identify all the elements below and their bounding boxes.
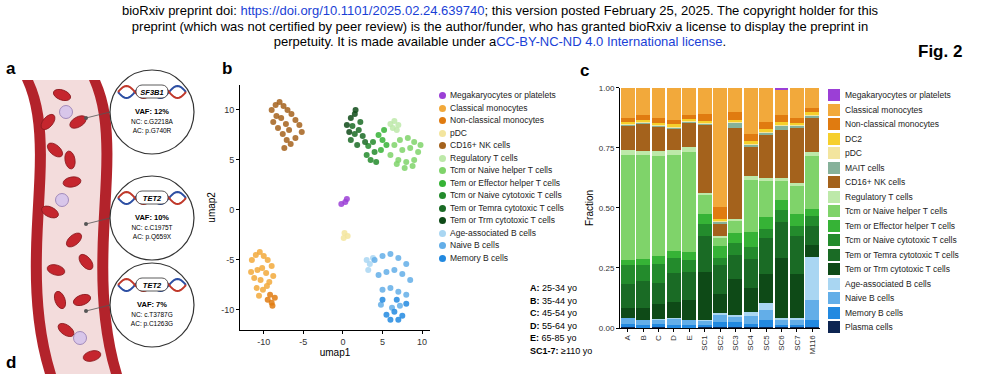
svg-text:0.50: 0.50 xyxy=(599,204,615,213)
svg-text:0.00: 0.00 xyxy=(599,324,615,333)
html-text:Tcm or Naive helper T cells: Tcm or Naive helper T cells xyxy=(845,206,948,216)
html-text:Tem or Trm cytotoxic T cells: Tem or Trm cytotoxic T cells xyxy=(450,215,555,225)
html-text:E: 65-85 yo: E: 65-85 yo xyxy=(530,333,577,343)
html-text:CD16+ NK cells: CD16+ NK cells xyxy=(450,140,511,150)
html-text:Tem or Temra cytotoxic T cells: Tem or Temra cytotoxic T cells xyxy=(450,202,564,213)
svg-text:0: 0 xyxy=(229,205,234,215)
html-text:DC2: DC2 xyxy=(845,133,862,144)
html-text:c: c xyxy=(580,61,590,80)
svg-text:SC7: SC7 xyxy=(793,335,802,351)
html-text:Non-classical monocytes: Non-classical monocytes xyxy=(845,119,939,129)
svg-text:5: 5 xyxy=(229,155,234,165)
svg-text:-10: -10 xyxy=(221,305,234,315)
svg-text:A: A xyxy=(623,335,632,341)
html-text:Tcm or Naive cytotoxic T cells: Tcm or Naive cytotoxic T cells xyxy=(845,235,957,245)
html-text:Regulatory T cells: Regulatory T cells xyxy=(450,152,518,163)
html-text:Megakaryocytes or platelets: Megakaryocytes or platelets xyxy=(845,90,951,100)
html-text:pDC: pDC xyxy=(450,127,467,138)
svg-text:NC: c.G2218A: NC: c.G2218A xyxy=(131,118,174,125)
html-text:Plasma cells: Plasma cells xyxy=(845,322,893,332)
html-text:Tem or Effector helper T cells: Tem or Effector helper T cells xyxy=(450,177,561,188)
html-text:a: a xyxy=(6,59,16,78)
html-text:Age-associated B cells: Age-associated B cells xyxy=(450,227,536,238)
html-text:Non-classical monocytes: Non-classical monocytes xyxy=(450,115,544,125)
svg-text:Fraction: Fraction xyxy=(584,190,595,226)
html-text:Tem or Trm cytotoxic T cells: Tem or Trm cytotoxic T cells xyxy=(845,264,950,274)
html-text:Regulatory T cells: Regulatory T cells xyxy=(845,191,913,202)
html-text:Tcm or Naive cytotoxic T cells: Tcm or Naive cytotoxic T cells xyxy=(450,190,562,200)
svg-text:VAF: 12%: VAF: 12% xyxy=(135,107,169,116)
svg-text:SC1: SC1 xyxy=(700,335,709,351)
html-text:Naive B cells: Naive B cells xyxy=(845,293,895,303)
svg-text:0: 0 xyxy=(340,337,345,347)
html-text:Naive B cells: Naive B cells xyxy=(450,240,500,250)
html-text:d: d xyxy=(6,353,17,372)
svg-text:B: B xyxy=(639,335,648,340)
html-text:Memory B cells: Memory B cells xyxy=(450,252,509,263)
html-text:Age-associated B cells: Age-associated B cells xyxy=(845,278,931,289)
html-text:C: 45-54 yo: C: 45-54 yo xyxy=(530,308,577,318)
html-text:Fig. 2: Fig. 2 xyxy=(918,42,963,61)
html-text:CD16+ NK cells: CD16+ NK cells xyxy=(845,177,906,187)
html-text:Tem or Effector helper T cells: Tem or Effector helper T cells xyxy=(845,220,956,231)
svg-text:0.25: 0.25 xyxy=(599,264,615,273)
html-text:SC1-7: ≥110 yo: SC1-7: ≥110 yo xyxy=(530,345,593,356)
html-text:D: 55-64 yo: D: 55-64 yo xyxy=(530,320,577,331)
svg-text:SC6: SC6 xyxy=(777,335,786,351)
svg-text:0.75: 0.75 xyxy=(599,144,615,153)
html-text:Tcm or Naive helper T cells: Tcm or Naive helper T cells xyxy=(450,165,553,175)
html-text:Memory B cells: Memory B cells xyxy=(845,307,904,318)
html-text:b: b xyxy=(222,59,233,78)
svg-text:M116: M116 xyxy=(808,335,817,355)
svg-text:SC3: SC3 xyxy=(731,335,740,351)
html-text:A: 25-34 yo: A: 25-34 yo xyxy=(530,283,577,293)
svg-text:AC: p.G740R: AC: p.G740R xyxy=(133,127,172,135)
svg-text:10: 10 xyxy=(224,105,234,115)
svg-text:NC: c.T3787G: NC: c.T3787G xyxy=(131,311,173,318)
svg-text:VAF: 10%: VAF: 10% xyxy=(135,213,169,222)
html-text:Classical monocytes: Classical monocytes xyxy=(845,104,923,115)
svg-text:SF3B1: SF3B1 xyxy=(140,88,163,97)
svg-text:SC4: SC4 xyxy=(746,335,755,351)
html-text:pDC: pDC xyxy=(845,148,862,158)
svg-text:NC: c.C1975T: NC: c.C1975T xyxy=(131,224,172,231)
html-text:B: 35-44 yo: B: 35-44 yo xyxy=(530,295,577,306)
svg-text:D: D xyxy=(669,335,678,341)
html-text:Tem or Temra cytotoxic T cells: Tem or Temra cytotoxic T cells xyxy=(845,249,959,260)
html-text:bioRxiv preprint doi: https://: bioRxiv preprint doi: https://doi.org/10… xyxy=(121,3,879,18)
html-text:preprint (which was not certif: preprint (which was not certified by pee… xyxy=(131,18,869,34)
svg-text:E: E xyxy=(685,335,694,340)
svg-text:umap2: umap2 xyxy=(206,192,217,223)
svg-text:10: 10 xyxy=(417,337,427,347)
svg-text:5: 5 xyxy=(380,337,385,347)
html-text:perpetuity. It is made availab: perpetuity. It is made available under a… xyxy=(273,34,727,49)
html-text:Megakaryocytes or platelets: Megakaryocytes or platelets xyxy=(450,90,556,100)
svg-text:umap1: umap1 xyxy=(320,347,351,358)
svg-text:-5: -5 xyxy=(299,337,307,347)
svg-text:SC2: SC2 xyxy=(716,335,725,351)
html-text:Classical monocytes: Classical monocytes xyxy=(450,102,528,113)
svg-text:TET2: TET2 xyxy=(143,281,162,290)
svg-text:C: C xyxy=(654,335,663,341)
svg-text:1.00: 1.00 xyxy=(599,84,615,93)
svg-text:SC5: SC5 xyxy=(762,335,771,351)
svg-text:-5: -5 xyxy=(226,255,234,265)
svg-text:VAF: 7%: VAF: 7% xyxy=(137,300,167,309)
svg-text:AC: p.C1263G: AC: p.C1263G xyxy=(131,320,173,328)
svg-text:-10: -10 xyxy=(257,337,270,347)
svg-text:TET2: TET2 xyxy=(143,194,162,203)
svg-text:AC: p.Q659X: AC: p.Q659X xyxy=(133,233,172,241)
html-text:MAIT cells: MAIT cells xyxy=(845,162,885,173)
